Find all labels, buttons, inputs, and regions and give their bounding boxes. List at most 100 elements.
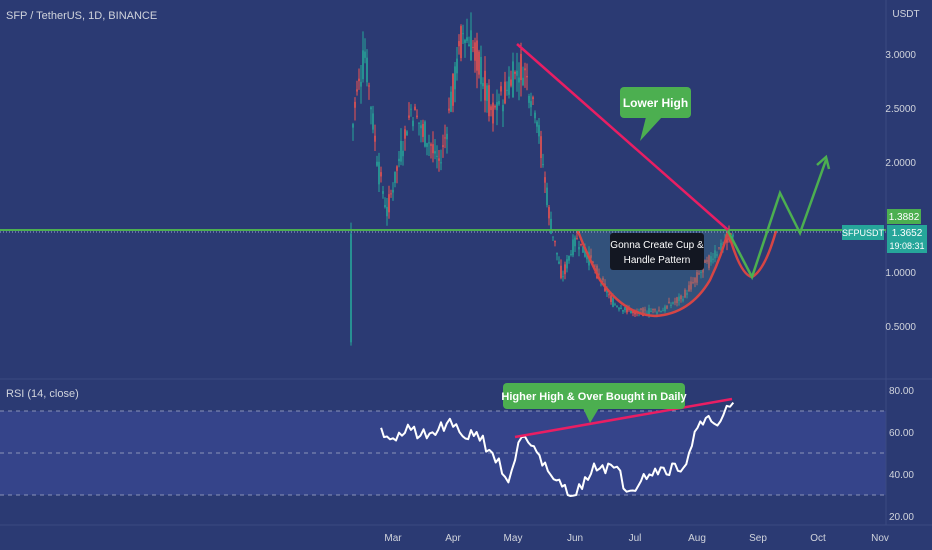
candle-body <box>698 273 700 275</box>
candle-body <box>598 273 600 275</box>
candle-body <box>400 140 402 162</box>
candle-body <box>492 102 494 124</box>
candle-body <box>484 70 486 101</box>
candle-body <box>572 239 574 256</box>
candle-body <box>458 41 460 47</box>
candle-body <box>396 166 398 171</box>
candle-body <box>512 61 514 98</box>
rsi-callout-box <box>503 383 685 409</box>
candle-body <box>466 37 468 41</box>
cup-handle-note-box <box>610 233 704 270</box>
candle-body <box>408 115 410 118</box>
candle-body <box>542 164 544 166</box>
candle-body <box>356 89 358 92</box>
candle-body <box>486 85 488 101</box>
symbol-title[interactable]: SFP / TetherUS, 1D, BINANCE <box>6 10 157 22</box>
candle-body <box>428 142 430 144</box>
candle-body <box>664 306 666 312</box>
price-tick-1: 1.0000 <box>885 268 916 279</box>
candle-body <box>630 308 632 314</box>
candle-body <box>694 277 696 283</box>
rsi-higher-high-trendline[interactable] <box>514 397 733 439</box>
candle-body <box>690 281 692 290</box>
candle-body <box>708 255 710 269</box>
rsi-callout-pointer <box>583 408 599 423</box>
candle-body <box>502 105 504 112</box>
candle-body <box>550 218 552 234</box>
candle-body <box>554 240 556 243</box>
candle-body <box>666 305 668 309</box>
candle-body <box>584 248 586 257</box>
candle-body <box>582 246 584 253</box>
candle-body <box>576 238 578 240</box>
candle-body <box>640 308 642 310</box>
candle-body <box>522 77 524 85</box>
candle-body <box>658 309 660 311</box>
candle-body <box>684 289 686 298</box>
candle-body <box>518 77 520 83</box>
rsi-line <box>380 401 735 497</box>
candle-body <box>498 101 500 105</box>
candle-body <box>354 101 356 108</box>
candle-body <box>660 311 662 313</box>
candle-body <box>364 51 366 58</box>
candle-body <box>538 125 540 137</box>
rsi-axis[interactable]: 80.00 60.00 40.00 20.00 <box>889 386 914 523</box>
candle-body <box>366 57 368 83</box>
lower-high-callout-text: Lower High <box>623 96 688 110</box>
candle-body <box>438 158 440 161</box>
candle-body <box>472 46 474 48</box>
candle-body <box>394 171 396 183</box>
candle-body <box>390 193 392 195</box>
rsi-label[interactable]: RSI (14, close) <box>6 388 79 400</box>
candle-body <box>350 233 352 343</box>
candle-body <box>528 95 530 103</box>
rsi-tick-80: 80.00 <box>889 386 914 397</box>
candle-body <box>608 294 610 296</box>
price-axis[interactable]: USDT 3.0000 2.5000 2.0000 1.0000 0.5000 <box>885 9 919 333</box>
candle-body <box>384 205 386 208</box>
rsi-callout-text: Higher High & Over Bought in Daily <box>501 391 687 403</box>
candle-body <box>508 76 510 95</box>
candle-body <box>460 26 462 59</box>
candle-body <box>568 256 570 261</box>
candle-body <box>578 247 580 250</box>
candle-body <box>372 113 374 130</box>
candle-body <box>590 255 592 258</box>
candle-body <box>674 301 676 303</box>
candle-body <box>444 137 446 139</box>
price-tick-2: 2.0000 <box>885 158 916 169</box>
last-price-text: 1.3652 <box>892 228 923 239</box>
candle-body <box>716 254 718 256</box>
candle-body <box>618 308 620 310</box>
candle-body <box>504 81 506 104</box>
candle-body <box>414 106 416 111</box>
candle-body <box>688 285 690 292</box>
candle-body <box>530 101 532 108</box>
projection-path[interactable] <box>726 159 828 281</box>
candle-body <box>706 260 708 262</box>
rsi-band-lines <box>0 410 886 496</box>
price-candles <box>350 12 734 346</box>
candle-body <box>440 162 442 164</box>
candle-body <box>566 259 568 269</box>
lower-high-callout[interactable]: Lower High <box>620 87 691 141</box>
candle-body <box>626 306 628 313</box>
candle-body <box>616 306 618 308</box>
candle-body <box>692 282 694 284</box>
candle-body <box>610 295 612 302</box>
candle-body <box>574 237 576 247</box>
cup-handle-note[interactable]: Gonna Create Cup & Handle Pattern <box>610 233 704 270</box>
candle-body <box>442 145 444 147</box>
time-axis[interactable]: Mar Apr May Jun Jul Aug Sep Oct Nov <box>384 533 889 544</box>
price-axis-unit: USDT <box>892 9 919 20</box>
candle-body <box>676 297 678 304</box>
rsi-callout[interactable]: Higher High & Over Bought in Daily <box>501 383 687 423</box>
candle-body <box>382 191 384 194</box>
candle-body <box>476 40 478 71</box>
price-badges[interactable]: 1.3882 SFPUSDT 1.3652 19:08:31 <box>842 209 927 253</box>
candle-body <box>468 44 470 47</box>
lower-high-trendline[interactable] <box>516 43 729 231</box>
candle-body <box>378 161 380 185</box>
